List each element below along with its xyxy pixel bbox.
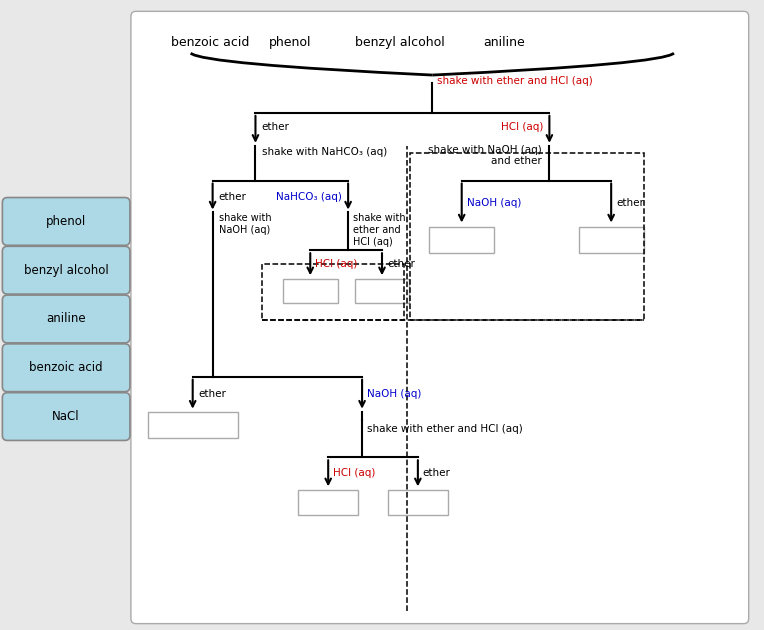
FancyBboxPatch shape — [2, 392, 130, 440]
Text: NaHCO₃ (aq): NaHCO₃ (aq) — [277, 192, 342, 202]
Text: HCl (aq): HCl (aq) — [501, 122, 543, 132]
FancyBboxPatch shape — [131, 11, 749, 624]
Text: aniline: aniline — [47, 312, 86, 326]
Text: shake with NaHCO₃ (aq): shake with NaHCO₃ (aq) — [263, 147, 387, 157]
FancyBboxPatch shape — [429, 227, 494, 253]
Text: shake with NaOH (aq)
and ether: shake with NaOH (aq) and ether — [428, 145, 542, 166]
Text: ether: ether — [387, 259, 415, 269]
Text: benzoic acid: benzoic acid — [29, 361, 103, 374]
Text: benzyl alcohol: benzyl alcohol — [355, 36, 445, 49]
Text: phenol: phenol — [46, 215, 86, 228]
FancyBboxPatch shape — [579, 227, 643, 253]
Text: ether: ether — [199, 389, 227, 399]
Text: NaCl: NaCl — [53, 410, 80, 423]
Text: HCl (aq): HCl (aq) — [316, 259, 358, 269]
Text: NaOH (aq): NaOH (aq) — [367, 389, 422, 399]
Text: aniline: aniline — [484, 36, 526, 49]
Text: ether: ether — [616, 198, 644, 208]
FancyBboxPatch shape — [2, 198, 130, 245]
FancyBboxPatch shape — [2, 246, 130, 294]
FancyBboxPatch shape — [2, 344, 130, 392]
Text: ether: ether — [219, 192, 247, 202]
Text: ether: ether — [422, 468, 451, 478]
Text: shake with
ether and
HCl (aq): shake with ether and HCl (aq) — [353, 214, 406, 247]
Text: shake with ether and HCl (aq): shake with ether and HCl (aq) — [437, 76, 593, 86]
Text: ether: ether — [261, 122, 290, 132]
Text: HCl (aq): HCl (aq) — [333, 468, 376, 478]
Text: benzyl alcohol: benzyl alcohol — [24, 264, 108, 277]
FancyBboxPatch shape — [298, 490, 358, 515]
Text: phenol: phenol — [269, 36, 312, 49]
FancyBboxPatch shape — [2, 295, 130, 343]
Text: NaOH (aq): NaOH (aq) — [467, 198, 521, 208]
FancyBboxPatch shape — [148, 411, 238, 438]
FancyBboxPatch shape — [283, 279, 338, 303]
FancyBboxPatch shape — [354, 279, 410, 303]
Text: benzoic acid: benzoic acid — [171, 36, 250, 49]
Text: shake with ether and HCl (aq): shake with ether and HCl (aq) — [367, 423, 523, 433]
Text: shake with
NaOH (aq): shake with NaOH (aq) — [219, 214, 271, 235]
FancyBboxPatch shape — [388, 490, 448, 515]
